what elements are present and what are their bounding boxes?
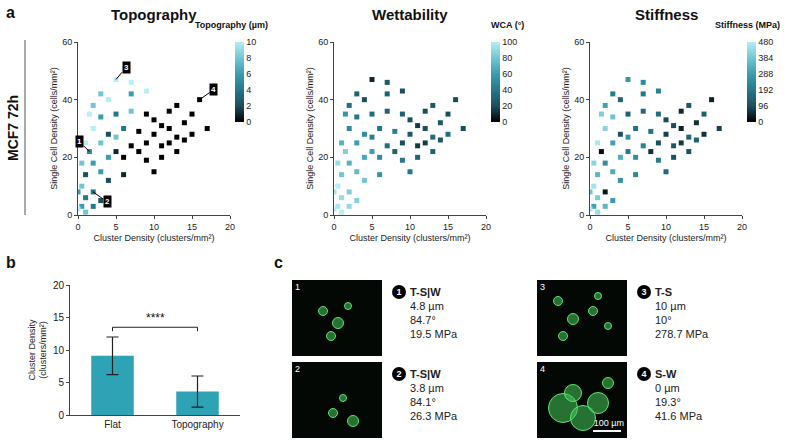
svg-text:****: **** bbox=[146, 311, 165, 325]
svg-text:80: 80 bbox=[502, 53, 512, 63]
svg-text:10: 10 bbox=[661, 222, 671, 232]
html-text:1: 1 bbox=[396, 287, 402, 298]
svg-text:20: 20 bbox=[225, 222, 235, 232]
svg-text:0: 0 bbox=[323, 210, 328, 220]
svg-text:10: 10 bbox=[246, 37, 256, 47]
svg-text:20: 20 bbox=[62, 152, 72, 162]
svg-text:384: 384 bbox=[758, 53, 773, 63]
svg-text:192: 192 bbox=[758, 85, 773, 95]
svg-text:10: 10 bbox=[53, 345, 65, 356]
svg-text:10: 10 bbox=[405, 222, 415, 232]
svg-text:20: 20 bbox=[481, 222, 491, 232]
svg-text:0: 0 bbox=[579, 210, 584, 220]
svg-text:20: 20 bbox=[502, 101, 512, 111]
svg-text:0: 0 bbox=[246, 117, 251, 127]
html-text:41.6 MPa: 41.6 MPa bbox=[655, 410, 703, 423]
html-text:10 µm: 10 µm bbox=[655, 300, 686, 313]
svg-text:20: 20 bbox=[737, 222, 747, 232]
svg-text:0: 0 bbox=[75, 222, 80, 232]
svg-text:Stiffness: Stiffness bbox=[635, 6, 698, 23]
svg-text:Topography (µm): Topography (µm) bbox=[195, 20, 268, 30]
svg-text:5: 5 bbox=[113, 222, 118, 232]
html-text:3: 3 bbox=[641, 287, 647, 298]
svg-text:Cluster Density (clusters/mm²): Cluster Density (clusters/mm²) bbox=[605, 233, 726, 243]
html-text:T-S|W: T-S|W bbox=[410, 286, 441, 299]
svg-text:60: 60 bbox=[502, 69, 512, 79]
svg-text:20: 20 bbox=[318, 152, 328, 162]
html-text:0 µm: 0 µm bbox=[655, 382, 680, 395]
html-text:26.3 MPa: 26.3 MPa bbox=[410, 410, 458, 423]
svg-text:Wettability: Wettability bbox=[372, 6, 448, 23]
svg-text:Topography: Topography bbox=[171, 419, 223, 430]
svg-text:288: 288 bbox=[758, 69, 773, 79]
svg-text:MCF7 72h: MCF7 72h bbox=[5, 95, 21, 161]
svg-text:0: 0 bbox=[758, 117, 763, 127]
svg-text:Single Cell Density (cells/mm²: Single Cell Density (cells/mm²) bbox=[561, 67, 571, 190]
svg-text:60: 60 bbox=[318, 37, 328, 47]
svg-text:0: 0 bbox=[331, 222, 336, 232]
svg-text:20: 20 bbox=[53, 280, 65, 291]
html-text:S-W: S-W bbox=[655, 368, 677, 381]
html-text:T-S: T-S bbox=[655, 286, 673, 299]
svg-text:20: 20 bbox=[574, 152, 584, 162]
svg-text:15: 15 bbox=[187, 222, 197, 232]
svg-text:0: 0 bbox=[67, 210, 72, 220]
svg-text:60: 60 bbox=[574, 37, 584, 47]
svg-text:15: 15 bbox=[53, 312, 65, 323]
html-text:10°: 10° bbox=[655, 314, 672, 327]
svg-text:60: 60 bbox=[62, 37, 72, 47]
svg-text:10: 10 bbox=[149, 222, 159, 232]
html-text:4: 4 bbox=[641, 369, 647, 380]
svg-text:6: 6 bbox=[246, 69, 251, 79]
html-text:4.8 µm: 4.8 µm bbox=[410, 300, 444, 313]
svg-text:96: 96 bbox=[758, 101, 768, 111]
html-text:2: 2 bbox=[295, 364, 300, 374]
html-text:4: 4 bbox=[540, 364, 545, 374]
svg-text:c: c bbox=[274, 254, 283, 271]
svg-text:480: 480 bbox=[758, 37, 773, 47]
html-text:19.5 MPa: 19.5 MPa bbox=[410, 328, 458, 341]
svg-text:5: 5 bbox=[58, 377, 64, 388]
svg-text:Single Cell Density (cells/mm²: Single Cell Density (cells/mm²) bbox=[305, 67, 315, 190]
svg-text:Cluster Density (clusters/mm²): Cluster Density (clusters/mm²) bbox=[349, 233, 470, 243]
svg-text:1: 1 bbox=[77, 137, 82, 146]
svg-text:4: 4 bbox=[211, 85, 216, 94]
html-text:2: 2 bbox=[396, 369, 402, 380]
svg-text:40: 40 bbox=[502, 85, 512, 95]
svg-text:Topography: Topography bbox=[111, 6, 197, 23]
svg-text:Flat: Flat bbox=[104, 419, 121, 430]
svg-text:40: 40 bbox=[318, 95, 328, 105]
svg-text:40: 40 bbox=[62, 95, 72, 105]
svg-text:3: 3 bbox=[124, 63, 129, 72]
html-text:100 µm: 100 µm bbox=[593, 418, 624, 428]
svg-text:0: 0 bbox=[587, 222, 592, 232]
svg-text:Cluster Density (clusters/mm²): Cluster Density (clusters/mm²) bbox=[93, 233, 214, 243]
svg-text:0: 0 bbox=[58, 410, 64, 421]
svg-text:Cluster Density(clusters/mm²): Cluster Density(clusters/mm²) bbox=[27, 319, 49, 381]
html-text:278.7 MPa: 278.7 MPa bbox=[655, 328, 709, 341]
svg-text:5: 5 bbox=[625, 222, 630, 232]
html-text:19.3°: 19.3° bbox=[655, 396, 681, 409]
svg-text:b: b bbox=[6, 254, 16, 271]
svg-text:15: 15 bbox=[443, 222, 453, 232]
html-text:3: 3 bbox=[540, 282, 545, 292]
svg-text:2: 2 bbox=[105, 197, 110, 206]
html-text:84.7°: 84.7° bbox=[410, 314, 436, 327]
svg-text:WCA (°): WCA (°) bbox=[491, 20, 524, 30]
svg-text:40: 40 bbox=[574, 95, 584, 105]
svg-text:15: 15 bbox=[699, 222, 709, 232]
html-text:1: 1 bbox=[295, 282, 300, 292]
html-text:3.8 µm: 3.8 µm bbox=[410, 382, 444, 395]
svg-text:0: 0 bbox=[502, 117, 507, 127]
svg-text:4: 4 bbox=[246, 85, 251, 95]
svg-text:Single Cell Density (cells/mm²: Single Cell Density (cells/mm²) bbox=[49, 67, 59, 190]
svg-text:Stiffness (MPa): Stiffness (MPa) bbox=[715, 20, 780, 30]
svg-text:2: 2 bbox=[246, 101, 251, 111]
html-text:T-S|W: T-S|W bbox=[410, 368, 441, 381]
svg-text:a: a bbox=[6, 4, 15, 21]
svg-text:100: 100 bbox=[502, 37, 517, 47]
svg-text:5: 5 bbox=[369, 222, 374, 232]
svg-text:8: 8 bbox=[246, 53, 251, 63]
html-text:84.1°: 84.1° bbox=[410, 396, 436, 409]
